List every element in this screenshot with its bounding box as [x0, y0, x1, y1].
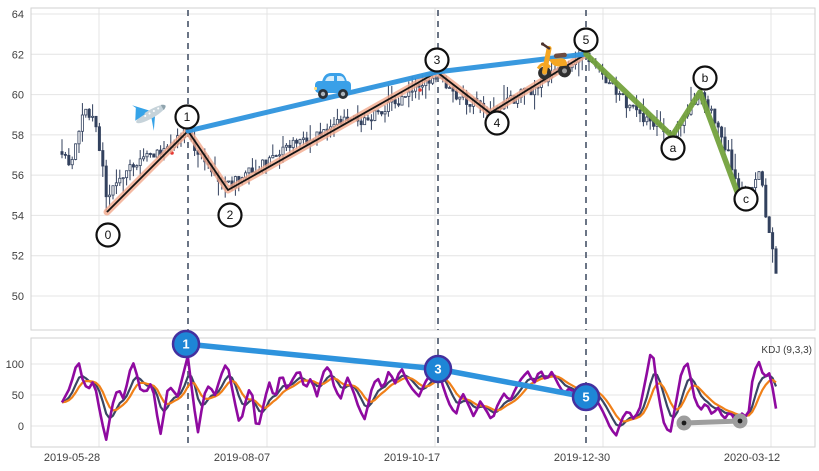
- measure-connector[interactable]: [676, 413, 748, 431]
- abc-correction-line[interactable]: [583, 51, 742, 200]
- x-tick-date: 2019-05-28: [44, 452, 100, 464]
- price-y-tick: 50: [12, 291, 24, 303]
- scooter-icon[interactable]: [535, 40, 572, 80]
- wave-marker-1[interactable]: 1: [174, 104, 200, 130]
- kdj-d-line: [61, 375, 777, 423]
- wave-marker-label: b: [702, 71, 709, 85]
- kdj-divergence-marker-3[interactable]: 3: [423, 354, 453, 384]
- wave-marker-label: a: [670, 141, 677, 155]
- x-tick-date: 2019-12-30: [554, 452, 610, 464]
- wave-marker-5[interactable]: 5: [573, 27, 599, 53]
- price-y-tick: 58: [12, 130, 24, 142]
- wave-marker-b[interactable]: b: [692, 65, 718, 91]
- kdj-divergence-marker-5[interactable]: 5: [571, 382, 601, 412]
- wave-marker-label: 2: [227, 208, 234, 222]
- price-y-tick: 62: [12, 49, 24, 61]
- kdj-marker-label: 3: [434, 362, 441, 377]
- kdj-divergence-marker-1[interactable]: 1: [171, 329, 201, 359]
- kdj-indicator-label: KDJ (9,3,3): [761, 345, 812, 356]
- wave-marker-3[interactable]: 3: [424, 47, 450, 73]
- wave-marker-4[interactable]: 4: [484, 110, 510, 136]
- x-tick-date: 2019-08-07: [214, 452, 270, 464]
- kdj-y-tick: 50: [12, 390, 24, 402]
- price-y-tick: 64: [12, 9, 24, 21]
- wave-marker-label: c: [743, 192, 749, 206]
- wave-marker-label: 0: [105, 228, 112, 242]
- wave-marker-label: 5: [583, 33, 590, 47]
- price-y-tick: 52: [12, 251, 24, 263]
- kdj-annotations[interactable]: 1 3 5: [171, 329, 748, 431]
- kdj-y-tick: 100: [6, 359, 24, 371]
- wave-marker-label: 1: [184, 110, 191, 124]
- wave-marker-c[interactable]: c: [733, 186, 759, 212]
- event-vlines: [187, 10, 587, 447]
- impulse-zigzag-glow[interactable]: [103, 50, 590, 216]
- impulse-zigzag[interactable]: [106, 53, 587, 213]
- price-y-tick: 54: [12, 210, 24, 222]
- wave-marker-0[interactable]: 0: [95, 222, 121, 248]
- car-icon[interactable]: [314, 73, 351, 99]
- kdj-marker-label: 1: [182, 337, 189, 352]
- drawn-annotations[interactable]: [103, 50, 742, 216]
- wave-marker-2[interactable]: 2: [217, 202, 243, 228]
- airplane-icon[interactable]: [128, 91, 174, 137]
- kdj-y-tick: 0: [18, 421, 24, 433]
- kdj-lines: [60, 353, 778, 442]
- wave-marker-label: 3: [434, 53, 441, 67]
- kdj-k-line: [61, 373, 778, 428]
- price-y-tick: 60: [12, 90, 24, 102]
- price-y-tick: 56: [12, 170, 24, 182]
- wave-marker-a[interactable]: a: [660, 135, 686, 161]
- x-tick-date: 2019-10-17: [384, 452, 440, 464]
- sticker-icons[interactable]: [128, 40, 572, 137]
- wave-marker-label: 4: [494, 116, 501, 130]
- kdj-j-line: [60, 353, 778, 442]
- kdj-marker-label: 5: [582, 390, 589, 405]
- red-marker-dot: [418, 88, 422, 92]
- x-tick-date: 2020-03-12: [724, 452, 780, 464]
- wave-markers[interactable]: 0 1 2 3 4 5 a b c: [95, 27, 759, 248]
